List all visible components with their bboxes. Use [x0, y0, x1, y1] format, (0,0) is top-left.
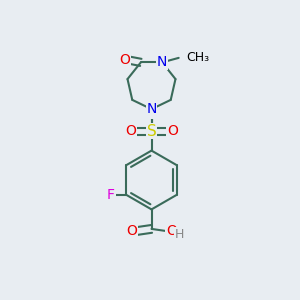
Text: N: N: [146, 102, 157, 116]
Text: S: S: [147, 124, 156, 139]
Text: O: O: [127, 224, 137, 238]
Text: O: O: [167, 124, 178, 138]
Text: CH₃: CH₃: [186, 51, 209, 64]
Text: N: N: [157, 56, 167, 69]
Text: O: O: [119, 53, 130, 67]
Text: F: F: [107, 188, 115, 202]
Text: O: O: [166, 224, 177, 238]
Text: O: O: [125, 124, 136, 138]
Text: N: N: [146, 105, 157, 118]
Text: H: H: [175, 228, 184, 241]
